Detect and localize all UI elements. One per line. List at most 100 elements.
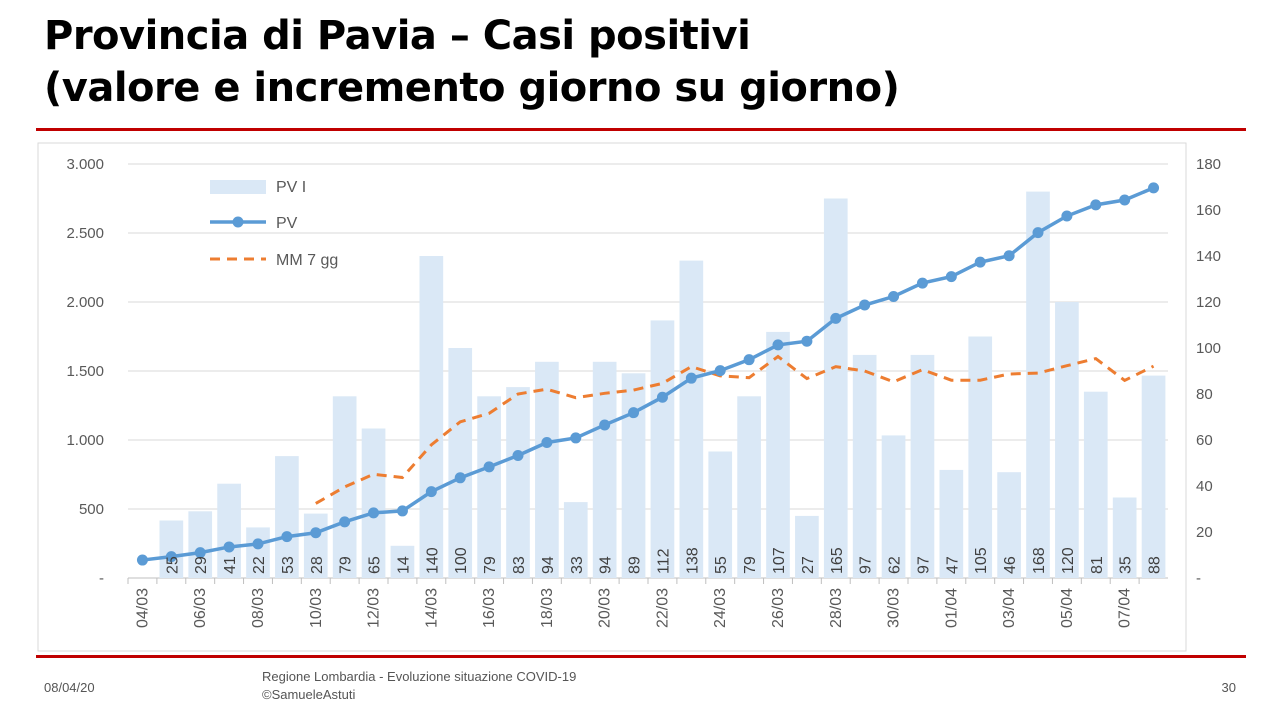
x-tick-label: 06/03	[192, 588, 209, 628]
bar-data-label: 28	[309, 556, 326, 574]
bar-data-label: 14	[395, 556, 412, 574]
x-tick-label: 26/03	[770, 588, 787, 628]
bar-data-label: 94	[598, 556, 615, 574]
left-axis-tick-label: -	[99, 570, 104, 587]
right-axis-tick-label: 20	[1196, 524, 1213, 541]
right-axis-tick-label: -	[1196, 570, 1201, 587]
bar	[477, 396, 501, 578]
right-axis-tick-label: 80	[1196, 386, 1213, 403]
pv-point	[945, 271, 957, 283]
bar	[563, 502, 588, 578]
pv-point	[916, 277, 928, 289]
pv-point	[281, 531, 293, 543]
bar-data-label: 100	[453, 547, 470, 574]
bar-data-label: 138	[684, 547, 701, 574]
left-axis-tick-label: 2.000	[66, 294, 104, 311]
legend-label-ma: MM 7 gg	[276, 252, 338, 269]
bar-data-label: 105	[973, 547, 990, 574]
bar-data-label: 79	[482, 556, 499, 574]
bar	[766, 331, 790, 578]
bar	[217, 483, 241, 578]
pv-point	[801, 335, 813, 347]
footer-source-line-1: Regione Lombardia - Evoluzione situazion…	[262, 669, 577, 684]
page-number: 30	[1221, 680, 1236, 695]
pv-point	[541, 436, 553, 448]
left-axis-tick-label: 500	[79, 501, 104, 518]
pv-point	[1090, 199, 1102, 211]
pv-point	[570, 432, 582, 444]
x-tick-label: 10/03	[308, 588, 325, 628]
bar	[621, 373, 646, 578]
pv-point	[714, 365, 726, 377]
bar-data-label: 79	[742, 556, 759, 574]
bar-data-label: 79	[338, 556, 355, 574]
pv-point	[1148, 182, 1160, 194]
bar	[650, 320, 675, 578]
bar-data-label: 107	[771, 547, 788, 574]
left-axis-tick-label: 1.500	[66, 363, 104, 380]
pv-point	[1119, 194, 1131, 206]
right-axis-tick-label: 40	[1196, 478, 1213, 495]
bar-data-label: 89	[627, 556, 644, 574]
bar-data-label: 65	[367, 556, 384, 574]
left-axis-tick-label: 3.000	[66, 156, 104, 173]
x-tick-label: 22/03	[654, 588, 671, 628]
pv-point	[165, 551, 177, 563]
bar-data-label: 41	[222, 556, 239, 574]
bar-data-label: 46	[1002, 556, 1019, 574]
bar	[968, 336, 993, 578]
bar	[1055, 302, 1079, 578]
legend-swatch-bars	[210, 180, 266, 194]
pv-point	[859, 299, 871, 311]
bar-data-label: 29	[193, 556, 210, 574]
bar-data-label: 53	[280, 556, 297, 574]
pv-point	[772, 339, 784, 351]
pv-point	[483, 461, 495, 473]
x-tick-label: 14/03	[423, 588, 440, 628]
pv-point	[454, 472, 466, 484]
bar-data-label: 112	[655, 548, 672, 574]
bar-data-label: 97	[858, 556, 875, 574]
bar	[852, 354, 877, 578]
x-tick-label: 03/04	[1001, 588, 1018, 628]
bar	[506, 387, 530, 578]
bar	[708, 451, 733, 578]
x-tick-label: 04/03	[134, 588, 151, 628]
pv-point	[830, 312, 842, 324]
bar-data-label: 35	[1118, 556, 1135, 574]
moving-average-line	[315, 354, 1155, 505]
bar-data-label: 97	[915, 556, 932, 574]
right-axis-tick-label: 140	[1196, 248, 1221, 265]
bottom-divider	[36, 655, 1246, 658]
legend-swatch-marker	[232, 216, 244, 228]
bar	[737, 396, 761, 578]
bar	[1026, 191, 1050, 578]
x-tick-label: 05/04	[1059, 588, 1076, 628]
footer-source-line-2: ©SamueleAstuti	[262, 687, 356, 702]
bar	[592, 361, 617, 578]
footer-source: Regione Lombardia - Evoluzione situazion…	[262, 668, 576, 704]
x-tick-label: 28/03	[828, 588, 845, 628]
bar-data-label: 83	[511, 556, 528, 574]
pv-point	[974, 256, 986, 268]
left-axis-tick-label: 2.500	[66, 225, 104, 242]
x-tick-label: 16/03	[481, 588, 498, 628]
pv-point	[223, 541, 235, 553]
bar-data-label: 27	[800, 556, 817, 574]
pv-point	[628, 407, 640, 419]
left-axis-tick-label: 1.000	[66, 432, 104, 449]
bar	[448, 348, 473, 578]
pv-point	[512, 449, 524, 461]
title-line-2: (valore e incremento giorno su giorno)	[44, 65, 900, 111]
x-tick-label: 20/03	[597, 588, 614, 628]
right-axis-tick-label: 160	[1196, 202, 1221, 219]
x-tick-label: 07/04	[1117, 588, 1134, 628]
bar	[159, 520, 184, 578]
pv-point	[656, 391, 668, 403]
bar	[275, 456, 299, 578]
pv-point	[1003, 250, 1015, 262]
pv-point	[252, 538, 264, 550]
bar	[390, 545, 415, 578]
bar	[997, 472, 1021, 578]
